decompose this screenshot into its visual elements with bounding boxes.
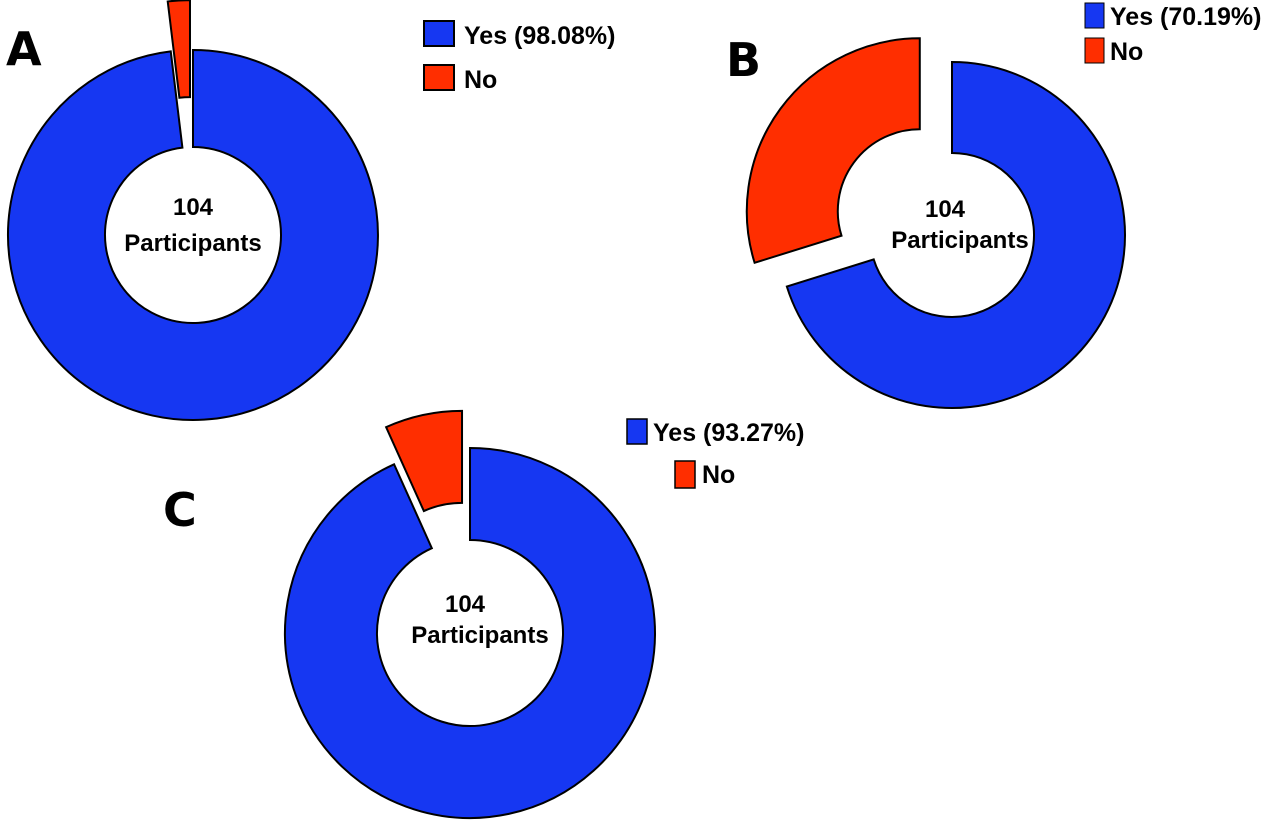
- legend-swatch-yes-c: [626, 418, 648, 445]
- slice-no-c: [384, 409, 464, 513]
- legend-label-no-b: No: [1110, 38, 1143, 66]
- slice-no-b: [745, 37, 921, 265]
- donut-chart-a: [6, 0, 379, 421]
- legend-item-no-c: No: [674, 460, 735, 489]
- panel-label-c: C: [163, 483, 197, 537]
- panel-a: A 104 Participants Yes (98.08%) No: [6, 0, 616, 421]
- center-caption-b: Participants: [891, 227, 1028, 254]
- panel-label-a: A: [6, 22, 42, 76]
- legend-a: Yes (98.08%) No: [423, 20, 616, 94]
- legend-b: Yes (70.19%) No: [1084, 2, 1262, 66]
- legend-swatch-yes-a: [423, 20, 455, 47]
- legend-item-no-b: No: [1084, 37, 1143, 66]
- donut-chart-c: [284, 409, 656, 819]
- center-count-c: 104: [445, 591, 486, 618]
- legend-label-yes-a: Yes (98.08%): [464, 22, 616, 50]
- legend-label-yes-c: Yes (93.27%): [653, 419, 805, 447]
- donut-chart-b: [745, 37, 1126, 409]
- slice-yes-b: [785, 60, 1126, 409]
- center-count-b: 104: [925, 196, 966, 223]
- legend-label-yes-b: Yes (70.19%): [1110, 3, 1262, 31]
- legend-c: Yes (93.27%) No: [626, 418, 805, 489]
- panel-b: B 104 Participants Yes (70.19%) No: [726, 2, 1262, 409]
- legend-item-yes-c: Yes (93.27%): [626, 418, 805, 447]
- legend-item-yes-a: Yes (98.08%): [423, 20, 616, 50]
- panel-label-b: B: [726, 33, 761, 87]
- legend-swatch-no-c: [674, 460, 696, 489]
- legend-item-no-a: No: [423, 64, 497, 94]
- slice-no-a: [166, 0, 191, 99]
- legend-swatch-no-b: [1084, 37, 1105, 64]
- legend-label-no-c: No: [702, 461, 735, 489]
- legend-swatch-yes-b: [1084, 2, 1105, 29]
- panel-c: C 104 Participants Yes (93.27%) No: [163, 409, 805, 819]
- slice-yes-c: [284, 446, 656, 819]
- legend-item-yes-b: Yes (70.19%): [1084, 2, 1262, 31]
- legend-label-no-a: No: [464, 66, 497, 94]
- center-caption-c: Participants: [411, 622, 548, 649]
- center-count-a: 104: [173, 194, 214, 221]
- center-caption-a: Participants: [124, 230, 261, 257]
- slice-yes-a: [6, 48, 379, 421]
- legend-swatch-no-a: [423, 64, 455, 91]
